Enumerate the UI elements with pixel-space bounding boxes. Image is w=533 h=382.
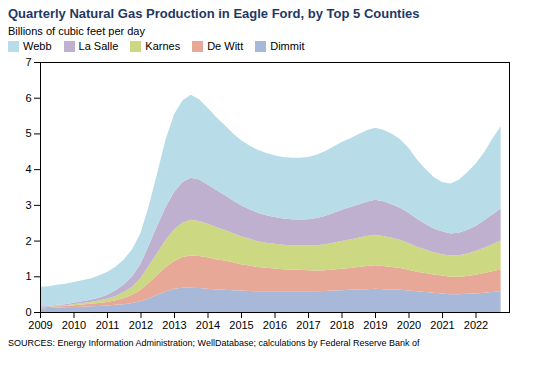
svg-text:5: 5: [25, 127, 31, 139]
svg-text:2017: 2017: [296, 319, 320, 331]
svg-text:2014: 2014: [196, 319, 220, 331]
svg-text:2022: 2022: [464, 319, 488, 331]
html-text:Quarterly Natural Gas Producti: Quarterly Natural Gas Production in Eagl…: [8, 6, 420, 21]
svg-text:2019: 2019: [363, 319, 387, 331]
svg-text:4: 4: [25, 163, 31, 175]
svg-text:2: 2: [25, 235, 31, 247]
svg-text:2021: 2021: [430, 319, 454, 331]
svg-text:0: 0: [25, 306, 31, 318]
svg-text:7: 7: [25, 56, 31, 68]
svg-text:2009: 2009: [28, 319, 52, 331]
html-text:La Salle: La Salle: [78, 40, 119, 52]
svg-text:3: 3: [25, 199, 31, 211]
svg-text:2016: 2016: [263, 319, 287, 331]
svg-text:2018: 2018: [330, 319, 354, 331]
svg-text:6: 6: [25, 92, 31, 104]
svg-text:2015: 2015: [229, 319, 253, 331]
html-text:Webb: Webb: [23, 40, 52, 52]
html-text:Karnes: Karnes: [145, 40, 181, 52]
html-text:Dimmit: Dimmit: [270, 40, 305, 52]
html-text:De Witt: De Witt: [207, 40, 244, 52]
svg-text:2013: 2013: [162, 319, 186, 331]
svg-text:2012: 2012: [129, 319, 153, 331]
svg-text:2020: 2020: [397, 319, 421, 331]
svg-text:2011: 2011: [96, 319, 120, 331]
html-text:Billions of cubic feet per day: Billions of cubic feet per day: [8, 25, 145, 37]
svg-text:1: 1: [25, 270, 31, 282]
html-text:SOURCES: Energy Information Ad: SOURCES: Energy Information Administrati…: [8, 338, 420, 348]
svg-text:2010: 2010: [62, 319, 86, 331]
